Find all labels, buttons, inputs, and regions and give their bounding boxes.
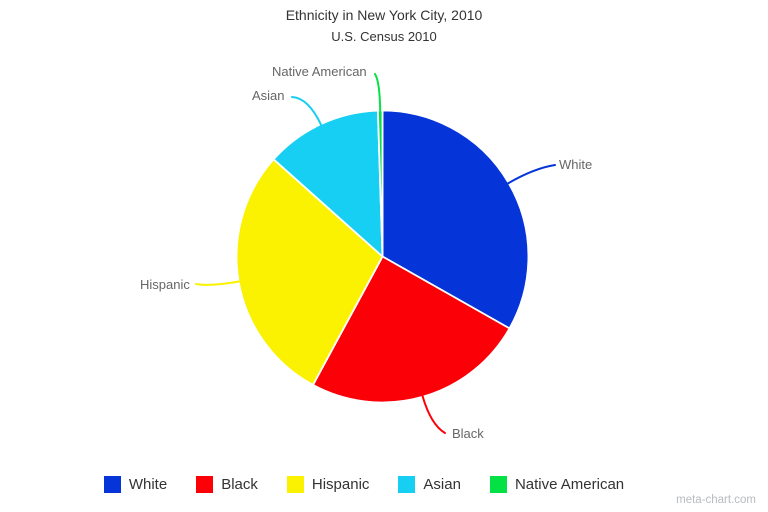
- chart-legend: White Black Hispanic Asian Native Americ…: [0, 476, 768, 493]
- legend-swatch-hispanic: [286, 476, 304, 493]
- legend-label-black: Black: [221, 476, 258, 493]
- legend-label-white: White: [128, 476, 168, 493]
- watermark: meta-chart.com: [676, 494, 756, 506]
- leader-line-black: [421, 394, 446, 434]
- legend-label-native-american: Native American: [514, 476, 625, 493]
- leader-line-native-american: [374, 73, 382, 113]
- pie-label-asian: Asian: [252, 88, 285, 103]
- leader-line-white: [506, 164, 556, 185]
- legend-swatch-asian: [398, 476, 416, 493]
- legend-item-hispanic[interactable]: Hispanic: [286, 476, 370, 493]
- legend-item-white[interactable]: White: [103, 476, 168, 493]
- pie-label-white: White: [559, 157, 593, 172]
- legend-item-black[interactable]: Black: [196, 476, 258, 493]
- chart-title: Ethnicity in New York City, 2010: [285, 7, 483, 23]
- legend-label-asian: Asian: [423, 476, 461, 493]
- legend-item-native-american[interactable]: Native American: [489, 476, 625, 493]
- pie-label-native-american: Native American: [272, 64, 367, 79]
- legend-swatch-white: [103, 476, 121, 493]
- chart-subtitle: U.S. Census 2010: [331, 29, 437, 44]
- leader-line-asian: [291, 96, 323, 127]
- legend-swatch-black: [196, 476, 214, 493]
- legend-swatch-native-american: [489, 476, 507, 493]
- pie-label-hispanic: Hispanic: [140, 277, 190, 292]
- leader-line-hispanic: [195, 280, 241, 286]
- legend-item-asian[interactable]: Asian: [398, 476, 461, 493]
- legend-label-hispanic: Hispanic: [311, 476, 370, 493]
- pie-label-black: Black: [452, 426, 484, 441]
